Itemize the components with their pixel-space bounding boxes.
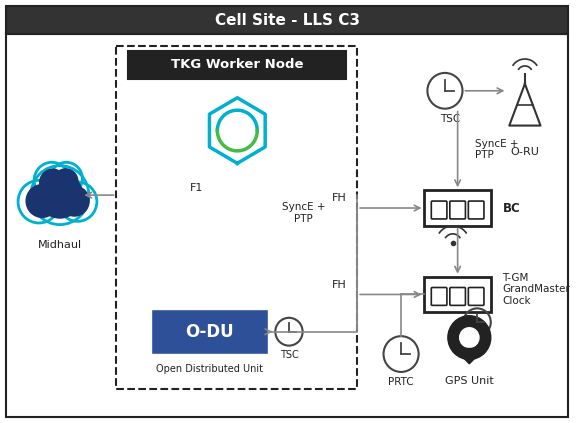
FancyBboxPatch shape bbox=[450, 288, 465, 305]
Text: TSC: TSC bbox=[440, 114, 460, 124]
FancyBboxPatch shape bbox=[450, 201, 465, 219]
Text: SyncE +
PTP: SyncE + PTP bbox=[475, 139, 519, 160]
Text: BC: BC bbox=[502, 201, 520, 214]
FancyBboxPatch shape bbox=[468, 288, 484, 305]
Circle shape bbox=[37, 171, 83, 219]
Circle shape bbox=[448, 316, 490, 360]
Text: Midhaul: Midhaul bbox=[38, 240, 82, 250]
FancyBboxPatch shape bbox=[431, 201, 447, 219]
FancyBboxPatch shape bbox=[424, 277, 490, 312]
Text: F1: F1 bbox=[190, 183, 203, 193]
FancyBboxPatch shape bbox=[431, 288, 447, 305]
Text: GPS Unit: GPS Unit bbox=[445, 376, 493, 386]
Text: O-DU: O-DU bbox=[185, 323, 233, 341]
Text: Cell Site - LLS C3: Cell Site - LLS C3 bbox=[214, 13, 360, 28]
Circle shape bbox=[39, 168, 67, 197]
Text: TKG Worker Node: TKG Worker Node bbox=[171, 58, 304, 71]
Text: PRTC: PRTC bbox=[389, 377, 414, 387]
Circle shape bbox=[25, 184, 59, 218]
FancyBboxPatch shape bbox=[468, 201, 484, 219]
Circle shape bbox=[59, 185, 90, 217]
Text: FH: FH bbox=[332, 193, 347, 203]
FancyBboxPatch shape bbox=[6, 6, 568, 34]
FancyBboxPatch shape bbox=[128, 51, 346, 79]
Text: T-GM
GrandMaster
Clock: T-GM GrandMaster Clock bbox=[502, 273, 570, 306]
Circle shape bbox=[459, 328, 479, 347]
Text: TSC: TSC bbox=[280, 349, 298, 360]
Polygon shape bbox=[454, 349, 485, 364]
Text: FH: FH bbox=[332, 280, 347, 289]
Text: SyncE +
PTP: SyncE + PTP bbox=[282, 202, 325, 224]
FancyBboxPatch shape bbox=[424, 190, 490, 226]
Text: Open Distributed Unit: Open Distributed Unit bbox=[155, 364, 263, 374]
Text: O-RU: O-RU bbox=[510, 148, 539, 157]
Circle shape bbox=[53, 168, 79, 195]
FancyBboxPatch shape bbox=[151, 309, 268, 354]
